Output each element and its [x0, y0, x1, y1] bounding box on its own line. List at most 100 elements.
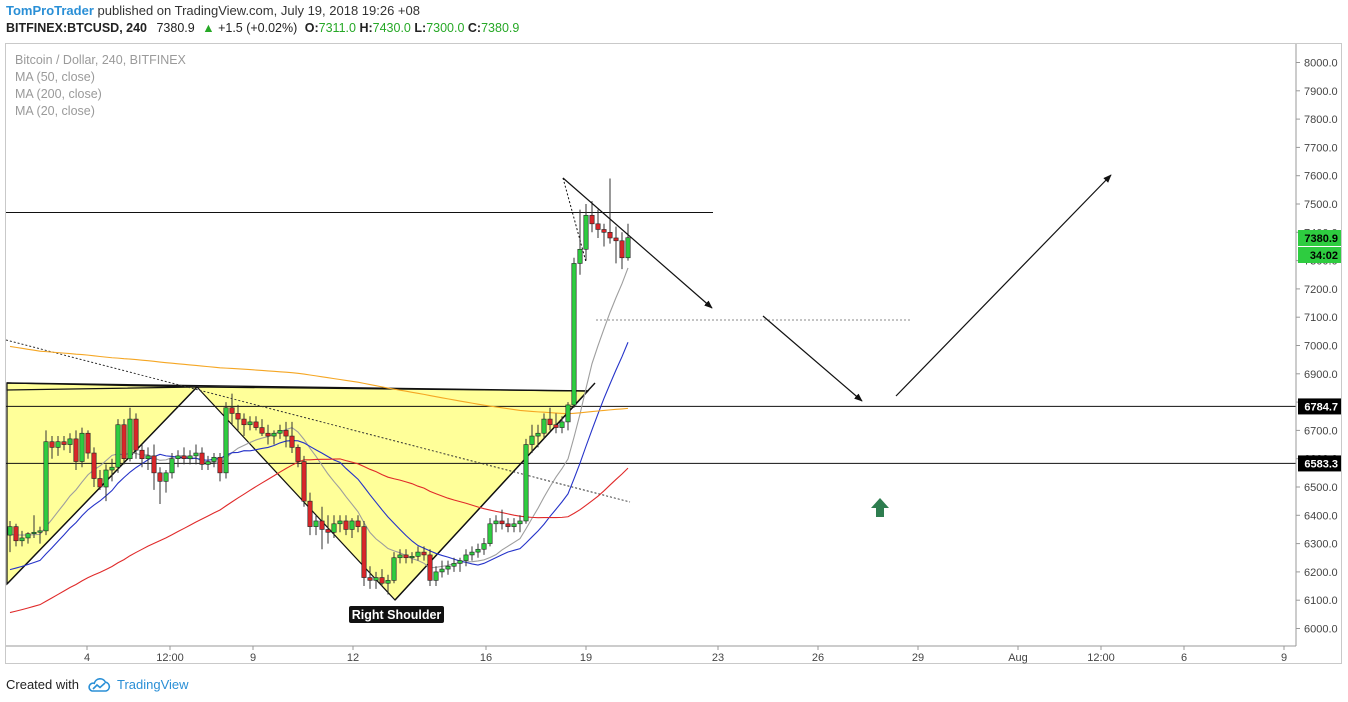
candle-body [145, 455, 151, 459]
countdown-tag-bg [1298, 247, 1341, 263]
price-tag-text: 7380.9 [1304, 233, 1338, 245]
candle-body [517, 520, 523, 525]
candle-body [337, 520, 343, 525]
tradingview-link[interactable]: TradingView [116, 677, 189, 692]
green-up-arrow-icon [871, 498, 889, 517]
neckline [6, 382, 589, 392]
candle-body [595, 223, 601, 230]
legend-ma20[interactable]: MA (20, close) [15, 104, 95, 118]
candle-body [331, 523, 337, 533]
x-tick-label: 9 [1281, 652, 1287, 664]
candle-body [589, 215, 595, 225]
candle-body [211, 456, 217, 462]
candle-body [169, 458, 175, 474]
candle-body [367, 577, 373, 581]
level-tag-0-text: 6784.7 [1304, 401, 1338, 413]
candle-body [391, 557, 397, 581]
dotted-pullback [562, 177, 587, 263]
chart-frame[interactable] [5, 43, 1342, 664]
candle-body [463, 554, 469, 561]
candle-body [487, 523, 493, 544]
candle-body [559, 421, 565, 428]
legend-series[interactable]: Bitcoin / Dollar, 240, BITFINEX [15, 53, 186, 67]
candle-body [511, 523, 517, 527]
y-tick-label: 6100.0 [1304, 595, 1338, 607]
candle-body [49, 441, 55, 448]
x-tick-label: 19 [580, 652, 592, 664]
low-label: L: [414, 21, 427, 35]
candle-body [259, 427, 265, 434]
candle-body [43, 441, 49, 532]
right-shoulder-label-bg [349, 606, 444, 623]
candle-body [205, 461, 211, 465]
candle-body [25, 533, 31, 539]
candle-body [79, 432, 85, 462]
candle-body [619, 240, 625, 259]
candle-body [193, 452, 199, 457]
candle-body [427, 554, 433, 581]
candle-body [175, 455, 181, 459]
candle-body [565, 404, 571, 423]
created-with-text: Created with [6, 677, 79, 692]
x-tick-label: Aug [1008, 652, 1028, 664]
candle-body [115, 424, 121, 468]
candle-body [529, 435, 535, 445]
candle-body [361, 526, 367, 578]
candle-body [403, 554, 409, 559]
y-tick-label: 6400.0 [1304, 510, 1338, 522]
candle-body [19, 537, 25, 542]
level-tag-1-bg [1298, 455, 1341, 472]
candle-body [307, 500, 313, 527]
ma20-line [9, 342, 629, 571]
change-up-icon: ▲ [202, 21, 215, 35]
change-value: +1.5 (+0.02%) [218, 21, 298, 35]
candle-body [607, 232, 613, 239]
y-tick-label: 6700.0 [1304, 425, 1338, 437]
candle-body [253, 421, 259, 428]
candle-body [277, 430, 283, 434]
y-tick-label: 6000.0 [1304, 624, 1338, 636]
candle-body [295, 447, 301, 462]
candle-body [139, 449, 145, 459]
candle-body [121, 424, 127, 459]
candle-body [421, 551, 427, 556]
candle-body [325, 529, 331, 533]
candle-body [187, 455, 193, 459]
candle-body [109, 466, 115, 471]
x-tick-label: 6 [1181, 652, 1187, 664]
x-tick-label: 9 [250, 652, 256, 664]
candle-body [553, 424, 559, 428]
countdown-tag: 34:02 [1298, 247, 1341, 263]
close-label: C: [467, 21, 482, 35]
candle-body [97, 478, 103, 488]
candle-body [217, 456, 223, 474]
legend-ma200[interactable]: MA (200, close) [15, 87, 102, 101]
x-tick-label: 26 [812, 652, 824, 664]
price-tag-bg [1298, 230, 1341, 246]
candle-body [181, 455, 187, 459]
candle-body [157, 472, 163, 482]
candle-body [445, 565, 451, 570]
candle-body [451, 563, 457, 567]
legend-ma50[interactable]: MA (50, close) [15, 70, 95, 84]
candle-body [241, 418, 247, 426]
x-tick-label: 16 [480, 652, 492, 664]
candle-body [349, 520, 355, 530]
y-tick-label: 7900.0 [1304, 86, 1338, 98]
candle-body [475, 548, 481, 553]
x-tick-label: 29 [912, 652, 924, 664]
candle-body [85, 432, 91, 454]
candle-body [379, 577, 385, 584]
candle-body [493, 520, 499, 525]
candle-body [439, 568, 445, 573]
candle-body [385, 580, 391, 584]
candle-body [415, 551, 421, 557]
candle-body [355, 520, 361, 527]
candle-body [409, 556, 415, 559]
author-link[interactable]: TomProTrader [6, 3, 94, 18]
candle-body [283, 430, 289, 437]
candle-body [265, 432, 271, 437]
candle-body [481, 543, 487, 550]
candle-body [571, 263, 577, 406]
